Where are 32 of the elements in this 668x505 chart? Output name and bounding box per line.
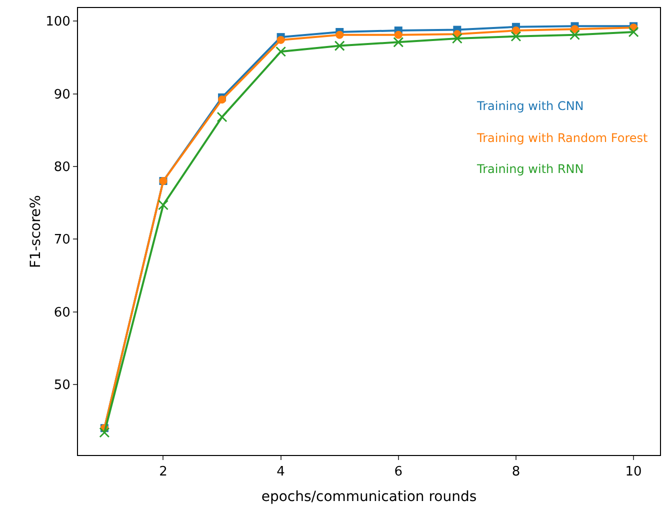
x-axis-title: epochs/communication rounds [261, 489, 477, 505]
point [334, 40, 345, 52]
x-tick-label: 6 [394, 464, 403, 480]
point [216, 112, 228, 122]
point [336, 30, 344, 39]
text: Training with CNN [476, 99, 584, 113]
y-tick-label: 80 [54, 160, 70, 175]
point [276, 36, 285, 44]
y-tick-label: 70 [54, 232, 70, 248]
y-axis-title: F1-score% [28, 195, 44, 268]
point [570, 25, 579, 34]
point [570, 30, 580, 40]
x-tick-label: 4 [276, 464, 285, 480]
point [394, 30, 402, 39]
x-tick-label: 2 [159, 464, 168, 480]
point [510, 31, 522, 42]
point [393, 36, 404, 48]
point [158, 200, 168, 210]
x-tick-label: 10 [625, 464, 642, 480]
y-tick-label: 100 [46, 14, 70, 30]
point [452, 33, 462, 44]
y-tick-label: 90 [54, 87, 70, 102]
point [628, 26, 639, 38]
point [512, 26, 520, 35]
y-tick-label: 60 [54, 305, 70, 320]
text: Training with RNN [476, 162, 584, 176]
point [99, 427, 110, 438]
point [218, 96, 226, 104]
point [276, 46, 286, 57]
y-tick-label: 50 [54, 378, 70, 394]
x-tick-label: 8 [512, 464, 520, 480]
text: Training with Random Forest [476, 131, 648, 145]
